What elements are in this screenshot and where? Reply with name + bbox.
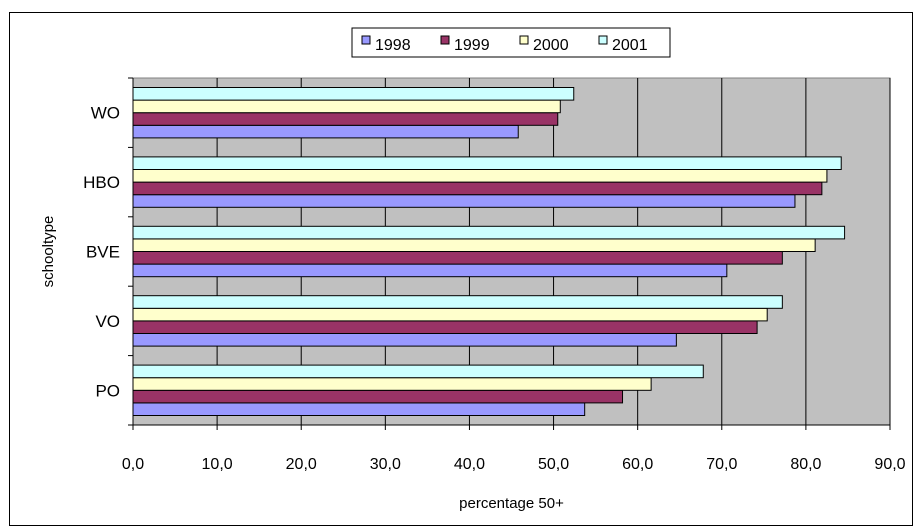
bar-vo-1999 xyxy=(132,320,758,334)
bar-bve-2000 xyxy=(132,238,816,252)
bar-vo-1998 xyxy=(132,333,677,347)
x-tick-label: 90,0 xyxy=(874,456,905,473)
bar-po-1998 xyxy=(132,402,586,416)
legend-swatch-2000 xyxy=(519,35,529,45)
y-tick-label: WO xyxy=(91,104,120,123)
legend-swatch-1999 xyxy=(440,35,450,45)
bar-hbo-2001 xyxy=(132,156,842,170)
y-tick-label: BVE xyxy=(86,243,120,262)
bar-vo-2001 xyxy=(132,295,783,309)
bar-bve-1999 xyxy=(132,251,783,265)
x-tick-label: 0,0 xyxy=(122,456,144,473)
x-tick-label: 80,0 xyxy=(790,456,821,473)
legend-swatch-1998 xyxy=(361,35,371,45)
y-axis-label: schooltype xyxy=(40,216,57,288)
bar-wo-2001 xyxy=(132,87,575,101)
bar-po-1999 xyxy=(132,389,624,404)
bar-hbo-1999 xyxy=(132,181,823,196)
x-tick-label: 70,0 xyxy=(706,456,737,473)
x-tick-labels: 0,0 10,0 20,0 30,0 40,0 50,0 60,0 70,0 80,0 90,0 xyxy=(122,456,906,473)
x-axis-label: percentage 50+ xyxy=(459,495,564,512)
bar-wo-1999 xyxy=(132,112,559,126)
bar-vo-2000 xyxy=(132,307,768,322)
bar-wo-1998 xyxy=(132,124,519,139)
y-tick-labels: PO VO BVE HBO WO xyxy=(83,104,120,401)
legend-box xyxy=(351,27,671,58)
y-tick-label: HBO xyxy=(83,173,120,192)
bars xyxy=(132,87,846,416)
legend-swatch-2001 xyxy=(598,35,608,45)
bar-hbo-1998 xyxy=(132,194,796,208)
y-tick-label: VO xyxy=(95,312,120,331)
legend: 1998 1999 2000 2001 xyxy=(351,27,671,58)
bar-po-2000 xyxy=(132,377,652,391)
x-tick-label: 60,0 xyxy=(622,456,653,473)
x-tick-label: 20,0 xyxy=(286,456,317,473)
bar-bve-1998 xyxy=(132,263,728,278)
y-tick-label: PO xyxy=(95,381,120,400)
bar-hbo-2000 xyxy=(132,169,828,183)
legend-label-1999: 1999 xyxy=(454,37,490,54)
legend-label-2001: 2001 xyxy=(612,37,648,54)
bar-bve-2001 xyxy=(132,225,846,240)
axes xyxy=(128,77,891,430)
x-tick-label: 50,0 xyxy=(538,456,569,473)
legend-label-2000: 2000 xyxy=(533,37,569,54)
bar-po-2001 xyxy=(132,364,704,379)
x-tick-label: 40,0 xyxy=(454,456,485,473)
legend-label-1998: 1998 xyxy=(375,37,411,54)
x-tick-label: 10,0 xyxy=(202,456,233,473)
bar-wo-2000 xyxy=(132,99,561,114)
x-tick-label: 30,0 xyxy=(370,456,401,473)
